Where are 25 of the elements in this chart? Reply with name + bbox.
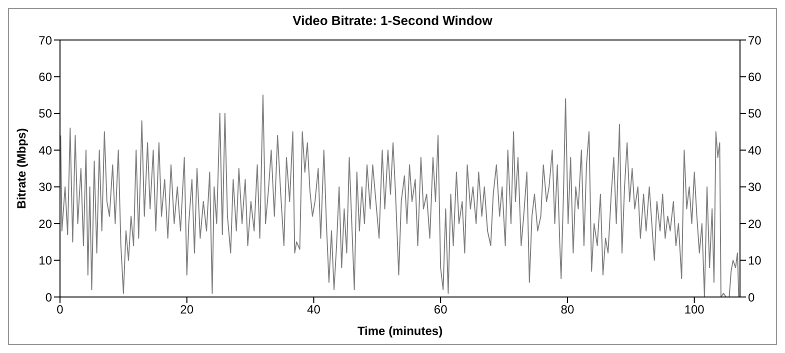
y2-tick-label: 60 xyxy=(748,70,762,84)
y-axis-title: Bitrate (Mbps) xyxy=(14,128,28,209)
x-tick-label: 20 xyxy=(180,302,194,317)
y2-tick-label: 50 xyxy=(748,106,762,121)
y-tick-label: 0 xyxy=(45,290,52,304)
y2-tick-label: 30 xyxy=(748,180,762,194)
x-tick-label: 0 xyxy=(56,302,64,317)
x-tick-label: 60 xyxy=(434,302,448,317)
y-tick-label: 50 xyxy=(38,106,52,121)
y2-tick-label: 70 xyxy=(748,33,762,48)
y-tick-label: 70 xyxy=(38,33,52,48)
x-tick-label: 40 xyxy=(307,302,321,317)
chart-title: Video Bitrate: 1-Second Window xyxy=(292,13,494,30)
y2-tick-label: 40 xyxy=(748,143,762,158)
x-tick-label: 80 xyxy=(560,302,574,317)
x-axis-title: Time (minutes) xyxy=(357,324,443,338)
y-tick-label: 10 xyxy=(38,254,52,268)
y2-tick-label: 20 xyxy=(748,216,762,231)
y2-tick-label: 0 xyxy=(748,290,755,304)
x-tick-label: 100 xyxy=(684,302,705,317)
y-tick-label: 20 xyxy=(38,216,52,231)
y-tick-label: 30 xyxy=(38,180,52,194)
y-tick-label: 40 xyxy=(38,143,52,158)
y2-tick-label: 10 xyxy=(748,254,762,268)
y-tick-label: 60 xyxy=(38,70,52,84)
